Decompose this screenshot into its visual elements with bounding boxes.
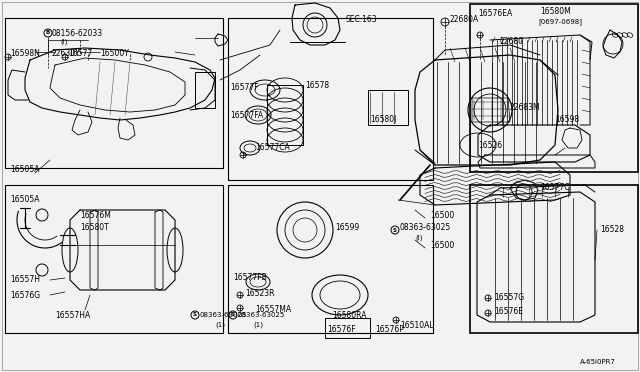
Text: 08363-63025: 08363-63025: [400, 224, 451, 232]
Text: B: B: [46, 31, 50, 35]
Text: (I): (I): [415, 235, 422, 241]
Bar: [5, 185, 223, 333]
Text: 22630Y: 22630Y: [52, 49, 81, 58]
Text: 16576G: 16576G: [10, 291, 40, 299]
Bar: [470, 185, 638, 333]
Text: 16599: 16599: [335, 224, 359, 232]
Text: S: S: [193, 312, 197, 317]
Text: 16576P: 16576P: [375, 326, 404, 334]
Text: 16578: 16578: [305, 80, 329, 90]
Text: 16505A: 16505A: [10, 166, 40, 174]
Bar: [228, 18, 433, 180]
Text: 16510AL: 16510AL: [400, 321, 434, 330]
Text: S: S: [393, 228, 397, 232]
Text: 16580J: 16580J: [370, 115, 396, 125]
Text: 16580RA: 16580RA: [332, 311, 367, 320]
Text: 16576M: 16576M: [80, 211, 111, 219]
Text: 16580M: 16580M: [540, 7, 571, 16]
Text: 16577F: 16577F: [230, 83, 259, 93]
Text: 22680A: 22680A: [450, 16, 479, 25]
Text: 08363-63025: 08363-63025: [200, 312, 247, 318]
Text: 22680: 22680: [500, 38, 524, 46]
Text: 16500: 16500: [430, 211, 454, 219]
Text: 16505A: 16505A: [10, 196, 40, 205]
Text: 16557HA: 16557HA: [55, 311, 90, 320]
Bar: [368, 90, 408, 125]
Text: 16580T: 16580T: [80, 224, 109, 232]
Text: 16523R: 16523R: [245, 289, 275, 298]
Text: 16576EA: 16576EA: [478, 10, 512, 19]
Text: 16577FB: 16577FB: [233, 273, 267, 282]
Text: 16577CA: 16577CA: [255, 144, 290, 153]
Text: A-65i0PR7: A-65i0PR7: [580, 359, 616, 365]
Bar: [195, 72, 215, 108]
Text: 16577C: 16577C: [540, 183, 570, 192]
Text: 16500Y: 16500Y: [100, 49, 129, 58]
Text: 16557G: 16557G: [494, 294, 524, 302]
Text: S: S: [231, 312, 235, 317]
Text: 16528: 16528: [600, 225, 624, 234]
Text: 16557H: 16557H: [10, 276, 40, 285]
Text: 16598N: 16598N: [10, 49, 40, 58]
Text: 16576F: 16576F: [327, 326, 356, 334]
Text: SEC.163: SEC.163: [345, 16, 376, 25]
Text: 16526: 16526: [478, 141, 502, 150]
Text: 08156-62033: 08156-62033: [52, 29, 103, 38]
Text: 16500: 16500: [430, 241, 454, 250]
Bar: [325, 318, 370, 338]
Text: (1): (1): [253, 322, 263, 328]
Text: 16598: 16598: [555, 115, 579, 125]
Text: (I): (I): [60, 39, 67, 45]
Bar: [470, 4, 638, 172]
Bar: [228, 185, 433, 333]
Text: 16577: 16577: [68, 49, 92, 58]
Text: 22683M: 22683M: [510, 103, 541, 112]
Bar: [5, 18, 223, 168]
Text: 08363-63025: 08363-63025: [238, 312, 285, 318]
Text: (1): (1): [215, 322, 225, 328]
Text: [0697-0698]: [0697-0698]: [538, 19, 582, 25]
Text: 16557MA: 16557MA: [255, 305, 291, 314]
Text: 16577FA: 16577FA: [230, 110, 263, 119]
Text: 16576E: 16576E: [494, 308, 523, 317]
